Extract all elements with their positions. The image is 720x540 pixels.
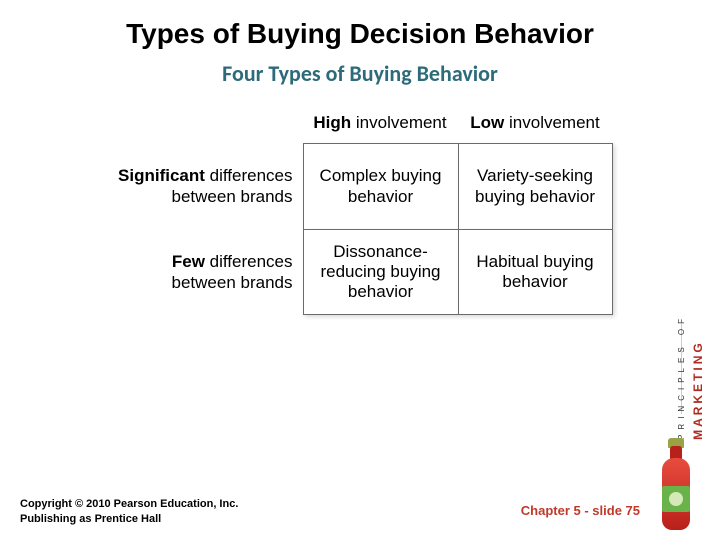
row-header-line2: between brands <box>108 186 293 207</box>
brand-sidebar: PRINCIPLES OF MARKETING <box>656 314 712 534</box>
col-header-bold: High <box>313 113 351 132</box>
footer-chapter-ref: Chapter 5 - slide 75 <box>521 503 640 518</box>
slide-subtitle: Four Types of Buying Behavior <box>28 60 692 87</box>
slide: Types of Buying Decision Behavior Four T… <box>0 0 720 540</box>
row-header-rest: differences <box>205 252 293 271</box>
row-header-rest: differences <box>205 166 293 185</box>
col-header-rest: involvement <box>351 113 446 132</box>
copyright-line2: Publishing as Prentice Hall <box>20 512 238 526</box>
brand-text: PRINCIPLES OF MARKETING <box>676 314 708 440</box>
cell-complex: Complex buying behavior <box>303 143 458 229</box>
row-header-bold: Significant <box>118 166 205 185</box>
row-header-significant: Significant differences between brands <box>108 143 303 229</box>
slide-title: Types of Buying Decision Behavior <box>28 18 692 50</box>
row-header-few: Few differences between brands <box>108 229 303 315</box>
col-header-high: High involvement <box>303 107 458 143</box>
ketchup-bottle-icon <box>658 430 694 530</box>
col-header-low: Low involvement <box>458 107 613 143</box>
copyright-line1: Copyright © 2010 Pearson Education, Inc. <box>20 497 238 511</box>
col-header-rest: involvement <box>504 113 599 132</box>
row-header-bold: Few <box>172 252 205 271</box>
cell-habitual: Habitual buying behavior <box>458 229 613 315</box>
cell-dissonance: Dissonance-reducing buying behavior <box>303 229 458 315</box>
cell-variety: Variety-seeking buying behavior <box>458 143 613 229</box>
matrix-corner <box>108 107 303 143</box>
col-header-bold: Low <box>470 113 504 132</box>
footer-copyright: Copyright © 2010 Pearson Education, Inc.… <box>20 497 238 526</box>
brand-tagline: PRINCIPLES OF <box>677 314 686 440</box>
buying-behavior-matrix: High involvement Low involvement Signifi… <box>108 107 613 315</box>
brand-name: MARKETING <box>691 340 705 440</box>
row-header-line2: between brands <box>108 272 293 293</box>
